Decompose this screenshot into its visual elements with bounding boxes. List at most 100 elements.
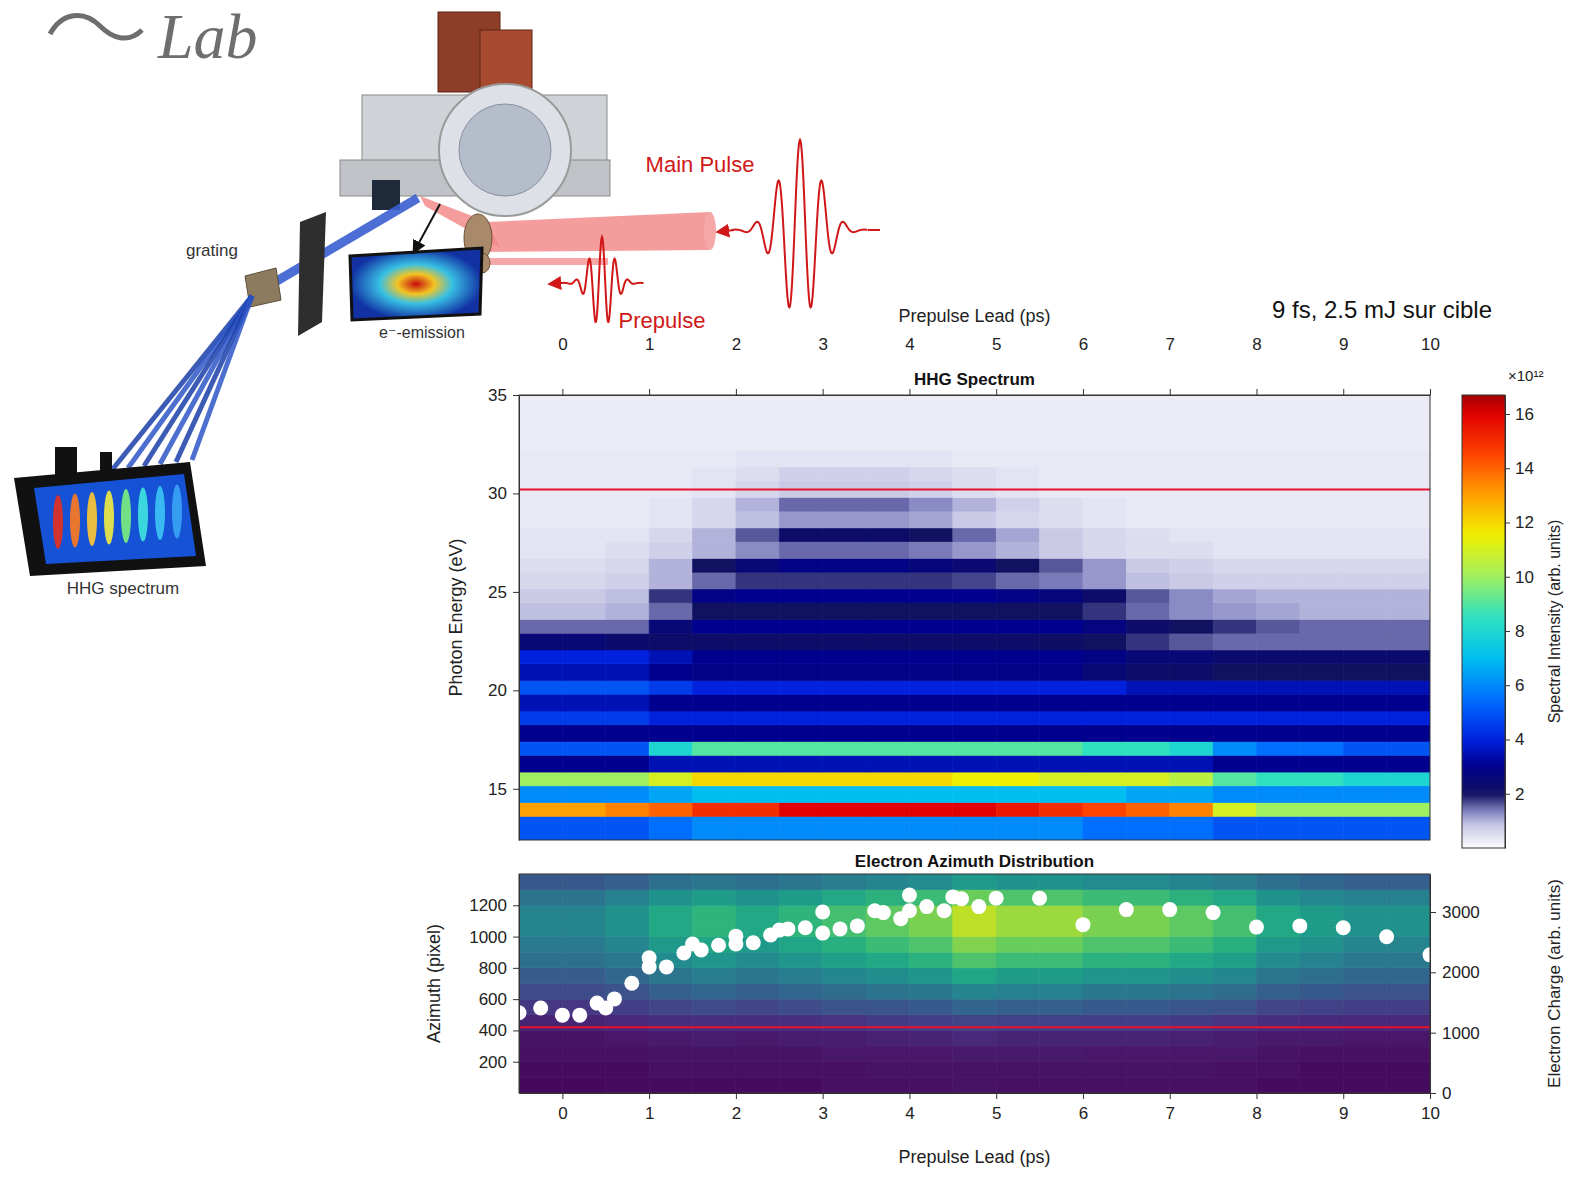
heatmap-cell: [606, 497, 649, 511]
diagram-label: grating: [186, 241, 238, 260]
heatmap-cell: [1213, 952, 1256, 968]
heatmap-cell: [693, 497, 736, 511]
heatmap-cell: [1256, 905, 1299, 921]
heatmap-cell: [519, 589, 562, 603]
heatmap-cell: [1040, 803, 1083, 817]
x-axis-title: Prepulse Lead (ps): [898, 1147, 1050, 1167]
heatmap-cell: [996, 511, 1039, 528]
scatter-point: [971, 899, 986, 914]
motor: [372, 180, 400, 210]
heatmap-cell: [1300, 952, 1343, 968]
heatmap-cell: [1083, 874, 1126, 890]
heatmap-cell: [866, 984, 909, 1000]
heatmap-cell: [1126, 921, 1169, 937]
heatmap-cell: [1126, 711, 1169, 725]
main-beam-end: [704, 212, 716, 250]
heatmap-cell: [1126, 742, 1169, 756]
heatmap-cell: [1126, 542, 1169, 559]
heatmap-cell: [1300, 589, 1343, 603]
heatmap-cell: [1256, 542, 1299, 559]
tick-label: 0: [558, 1104, 567, 1123]
heatmap-cell: [1126, 603, 1169, 620]
tick-mark: [1343, 1093, 1344, 1099]
heatmap-cell: [519, 772, 562, 786]
heatmap-cell: [606, 511, 649, 528]
heatmap-cell: [693, 772, 736, 786]
heatmap-cell: [1040, 664, 1083, 681]
heatmap-cell: [1300, 816, 1343, 840]
heatmap-cell: [1343, 528, 1386, 542]
heatmap-cell: [736, 1046, 779, 1062]
heatmap-cell: [1040, 772, 1083, 786]
heatmap-cell: [866, 952, 909, 968]
tick-mark: [1505, 577, 1510, 578]
heatmap-cell: [909, 742, 952, 756]
heatmap-cell: [693, 450, 736, 467]
heatmap-cell: [606, 874, 649, 890]
heatmap-cell: [736, 650, 779, 664]
heatmap-cell: [996, 984, 1039, 1000]
heatmap-cell: [779, 999, 822, 1015]
heatmap-cell: [519, 905, 562, 921]
heatmap-cell: [1387, 742, 1430, 756]
heatmap-cell: [1040, 755, 1083, 772]
heatmap-cell: [1170, 664, 1213, 681]
heatmap-cell: [1040, 467, 1083, 481]
heatmap-cell: [996, 1077, 1039, 1093]
heatmap-cell: [1170, 1077, 1213, 1093]
tick-label: 16: [1515, 405, 1534, 424]
heatmap-cell: [519, 528, 562, 542]
logo-mark: [50, 16, 142, 39]
heatmap-cell: [649, 905, 692, 921]
heatmap-cell: [953, 619, 996, 633]
tick-label: 1000: [1442, 1024, 1480, 1043]
heatmap-cell: [996, 664, 1039, 681]
heatmap-cell: [519, 395, 562, 450]
tick-label: 6: [1079, 335, 1088, 354]
heatmap-cell: [1387, 968, 1430, 984]
heatmap-cell: [649, 619, 692, 633]
heatmap-cell: [606, 528, 649, 542]
heatmap-cell: [996, 1062, 1039, 1078]
heatmap-cell: [1343, 497, 1386, 511]
heatmap-cell: [1300, 874, 1343, 890]
heatmap-cell: [823, 803, 866, 817]
heatmap-cell: [1343, 816, 1386, 840]
scatter-point: [1292, 918, 1307, 933]
heatmap-cell: [519, 542, 562, 559]
heatmap-cell: [1256, 725, 1299, 742]
heatmap-cell: [562, 968, 605, 984]
heatmap-cell: [606, 803, 649, 817]
detector-tab: [55, 447, 77, 475]
heatmap-cell: [1256, 1077, 1299, 1093]
heatmap-cell: [1343, 755, 1386, 772]
tick: 4: [905, 1093, 914, 1123]
tick-mark: [513, 968, 519, 969]
heatmap-cell: [909, 772, 952, 786]
heatmap-cell: [1126, 786, 1169, 803]
heatmap-cell: [779, 619, 822, 633]
heatmap-cell: [1170, 558, 1213, 572]
heatmap-cell: [649, 984, 692, 1000]
heatmap-cell: [519, 1077, 562, 1093]
heatmap-cell: [693, 694, 736, 711]
heatmap-cell: [1213, 528, 1256, 542]
heatmap-cell: [996, 589, 1039, 603]
tick-label: 14: [1515, 459, 1534, 478]
heatmap-cell: [562, 395, 605, 450]
heatmap-cell: [606, 1062, 649, 1078]
heatmap-cell: [736, 589, 779, 603]
heatmap-cell: [1040, 395, 1083, 450]
heatmap-cell: [953, 528, 996, 542]
heatmap-cell: [562, 664, 605, 681]
heatmap-cell: [996, 528, 1039, 542]
scatter-point: [1119, 902, 1134, 917]
header: Lab9 fs, 2.5 mJ sur cible: [50, 1, 1492, 323]
tick-mark: [996, 1093, 997, 1099]
tick: 2: [732, 335, 741, 395]
heatmap-cell: [1040, 786, 1083, 803]
heatmap-cell: [1387, 1030, 1430, 1046]
heatmap-cell: [1387, 984, 1430, 1000]
heatmap-cell: [1083, 890, 1126, 906]
tick: 25: [488, 583, 519, 602]
